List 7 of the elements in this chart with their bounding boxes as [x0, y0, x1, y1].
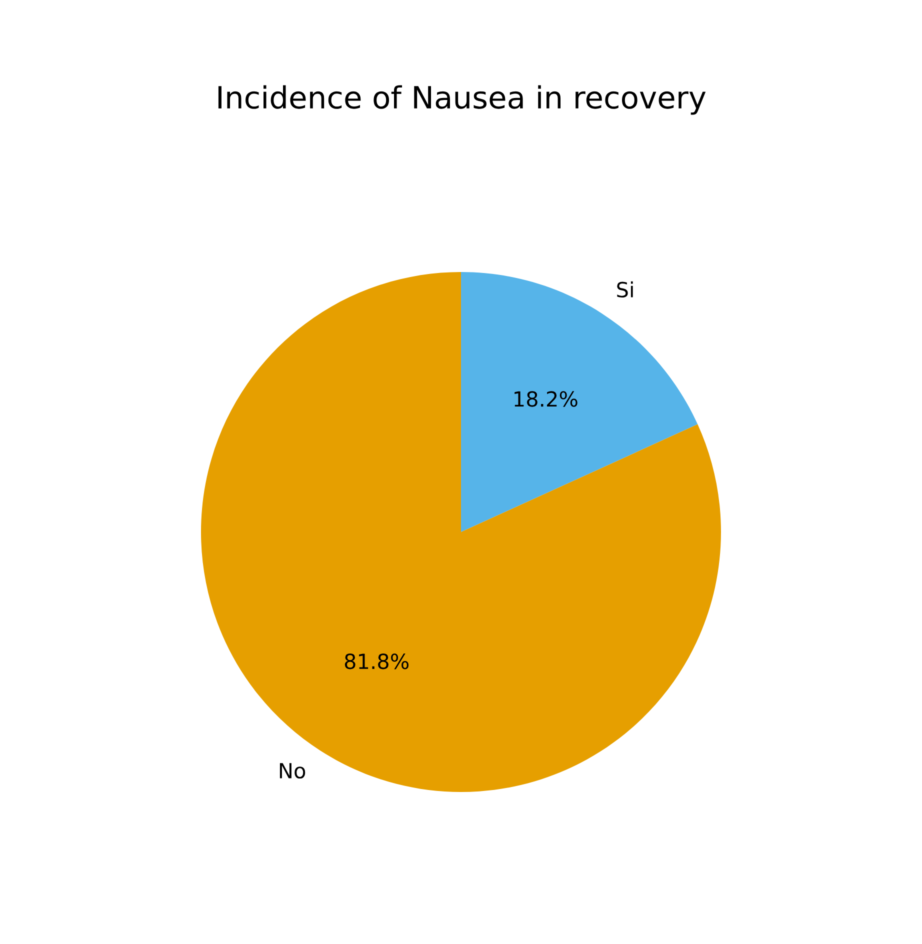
- data-label: 81.8%: [344, 653, 409, 670]
- slice-label: No: [280, 763, 306, 779]
- data-label: 18.2%: [514, 391, 578, 407]
- chart-title: Incidence of Nausea in recovery: [218, 85, 706, 115]
- pie-slice: [461, 272, 698, 532]
- pie-slice: [201, 272, 721, 792]
- slice-label: Si: [617, 281, 633, 298]
